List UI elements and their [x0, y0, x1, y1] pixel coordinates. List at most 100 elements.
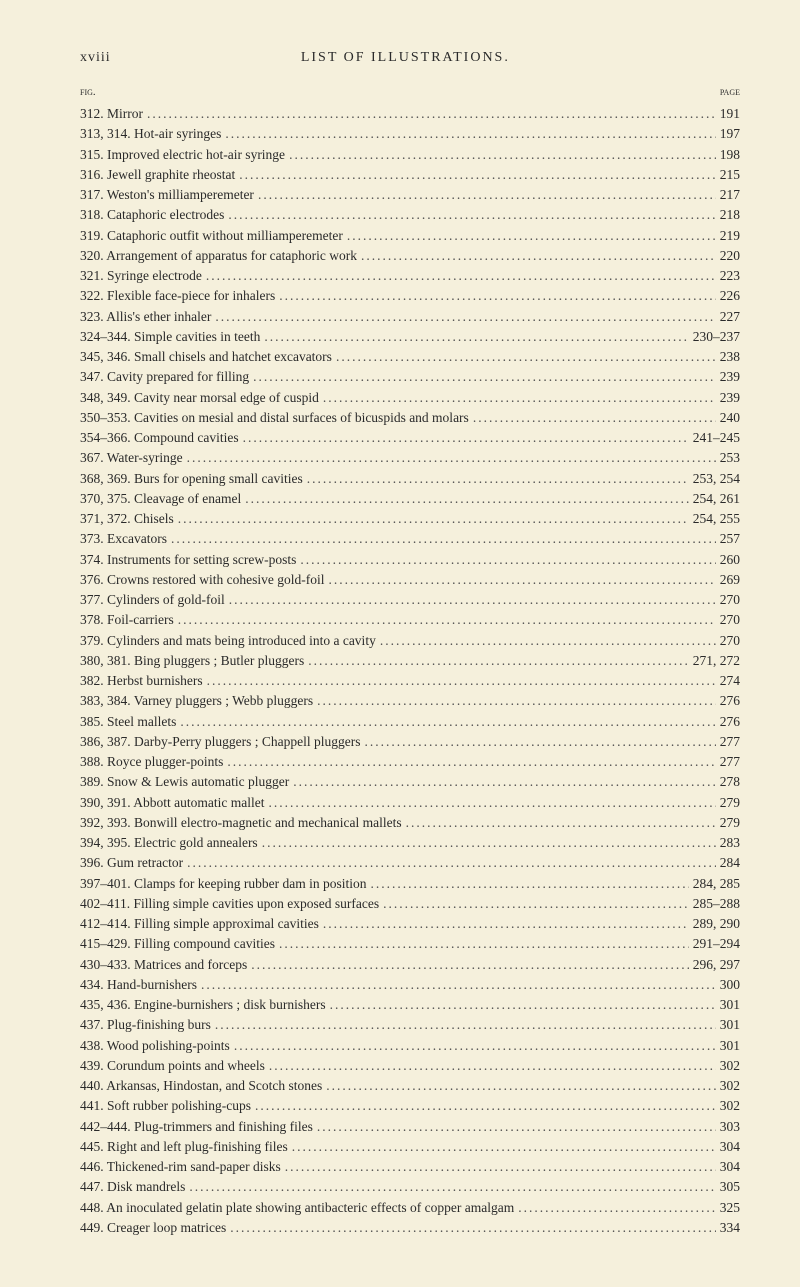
entry-page: 253: [720, 448, 740, 468]
entry-text: 415–429. Filling compound cavities: [80, 934, 275, 954]
page-header: xviii LIST OF ILLUSTRATIONS.: [80, 50, 740, 66]
entry-page: 223: [720, 266, 740, 286]
leader-dots: [234, 1036, 716, 1056]
entry-page: 285–288: [693, 894, 740, 914]
list-item: 397–401. Clamps for keeping rubber dam i…: [80, 874, 740, 894]
entry-page: 241–245: [693, 428, 740, 448]
entry-text: 389. Snow & Lewis automatic plugger: [80, 772, 289, 792]
entry-page: 334: [720, 1218, 740, 1238]
leader-dots: [189, 1177, 715, 1197]
entry-page: 226: [720, 286, 740, 306]
list-item: 323. Allis's ether inhaler 227: [80, 307, 740, 327]
leader-dots: [364, 732, 715, 752]
entry-page: 301: [720, 995, 740, 1015]
list-item: 430–433. Matrices and forceps 296, 297: [80, 955, 740, 975]
leader-dots: [308, 651, 689, 671]
leader-dots: [326, 1076, 716, 1096]
leader-dots: [473, 408, 716, 428]
leader-dots: [180, 712, 715, 732]
leader-dots: [215, 307, 715, 327]
list-item: 382. Herbst burnishers 274: [80, 671, 740, 691]
list-item: 449. Creager loop matrices 334: [80, 1218, 740, 1238]
entry-page: 279: [720, 813, 740, 833]
leader-dots: [317, 1117, 716, 1137]
list-item: 385. Steel mallets 276: [80, 712, 740, 732]
entry-text: 448. An inoculated gelatin plate showing…: [80, 1198, 514, 1218]
leader-dots: [206, 266, 716, 286]
list-item: 442–444. Plug-trimmers and finishing fil…: [80, 1117, 740, 1137]
entry-page: 191: [720, 104, 740, 124]
entry-page: 270: [720, 590, 740, 610]
entry-text: 438. Wood polishing-points: [80, 1036, 230, 1056]
entry-text: 320. Arrangement of apparatus for cataph…: [80, 246, 357, 266]
leader-dots: [239, 165, 716, 185]
entry-text: 394, 395. Electric gold annealers: [80, 833, 258, 853]
leader-dots: [279, 934, 689, 954]
list-item: 345, 346. Small chisels and hatchet exca…: [80, 347, 740, 367]
entry-page: 239: [720, 367, 740, 387]
entry-page: 257: [720, 529, 740, 549]
list-item: 437. Plug-finishing burs 301: [80, 1015, 740, 1035]
leader-dots: [330, 995, 716, 1015]
leader-dots: [245, 489, 689, 509]
list-item: 316. Jewell graphite rheostat 215: [80, 165, 740, 185]
entry-page: 239: [720, 388, 740, 408]
list-item: 448. An inoculated gelatin plate showing…: [80, 1198, 740, 1218]
entry-page: 296, 297: [693, 955, 740, 975]
leader-dots: [251, 955, 689, 975]
leader-dots: [243, 428, 689, 448]
entry-text: 449. Creager loop matrices: [80, 1218, 226, 1238]
page-title: LIST OF ILLUSTRATIONS.: [111, 50, 700, 66]
entry-text: 377. Cylinders of gold-foil: [80, 590, 225, 610]
entry-page: 197: [720, 124, 740, 144]
entry-page: 284, 285: [693, 874, 740, 894]
entry-text: 396. Gum retractor: [80, 853, 183, 873]
entry-page: 260: [720, 550, 740, 570]
entry-text: 348, 349. Cavity near morsal edge of cus…: [80, 388, 319, 408]
entry-page: 284: [720, 853, 740, 873]
leader-dots: [406, 813, 716, 833]
leader-dots: [178, 509, 689, 529]
leader-dots: [323, 388, 716, 408]
list-item: 354–366. Compound cavities 241–245: [80, 428, 740, 448]
list-item: 379. Cylinders and mats being introduced…: [80, 631, 740, 651]
entry-page: 304: [720, 1157, 740, 1177]
list-item: 371, 372. Chisels 254, 255: [80, 509, 740, 529]
list-item: 373. Excavators 257: [80, 529, 740, 549]
list-item: 374. Instruments for setting screw-posts…: [80, 550, 740, 570]
entry-page: 325: [720, 1198, 740, 1218]
entry-page: 219: [720, 226, 740, 246]
list-item: 390, 391. Abbott automatic mallet 279: [80, 793, 740, 813]
entry-page: 303: [720, 1117, 740, 1137]
entry-text: 318. Cataphoric electrodes: [80, 205, 224, 225]
entry-page: 198: [720, 145, 740, 165]
leader-dots: [383, 894, 689, 914]
entry-text: 442–444. Plug-trimmers and finishing fil…: [80, 1117, 313, 1137]
entry-text: 319. Cataphoric outfit without milliampe…: [80, 226, 343, 246]
entry-text: 388. Royce plugger-points: [80, 752, 223, 772]
entry-text: 322. Flexible face-piece for inhalers: [80, 286, 275, 306]
leader-dots: [258, 185, 716, 205]
entry-text: 312. Mirror: [80, 104, 143, 124]
leader-dots: [225, 124, 715, 144]
entry-page: 254, 261: [693, 489, 740, 509]
entry-text: 379. Cylinders and mats being introduced…: [80, 631, 376, 651]
entry-page: 269: [720, 570, 740, 590]
leader-dots: [269, 1056, 716, 1076]
leader-dots: [255, 1096, 716, 1116]
entries-list: 312. Mirror 191313, 314. Hot-air syringe…: [80, 104, 740, 1238]
leader-dots: [178, 610, 716, 630]
entry-page: 289, 290: [693, 914, 740, 934]
entry-text: 440. Arkansas, Hindostan, and Scotch sto…: [80, 1076, 322, 1096]
leader-dots: [289, 145, 716, 165]
entry-text: 367. Water-syringe: [80, 448, 183, 468]
entry-page: 270: [720, 610, 740, 630]
list-item: 435, 436. Engine-burnishers ; disk burni…: [80, 995, 740, 1015]
entry-page: 215: [720, 165, 740, 185]
leader-dots: [230, 1218, 716, 1238]
leader-dots: [207, 671, 716, 691]
leader-dots: [229, 590, 716, 610]
page-roman-numeral: xviii: [80, 50, 111, 66]
entry-page: 220: [720, 246, 740, 266]
leader-dots: [171, 529, 716, 549]
